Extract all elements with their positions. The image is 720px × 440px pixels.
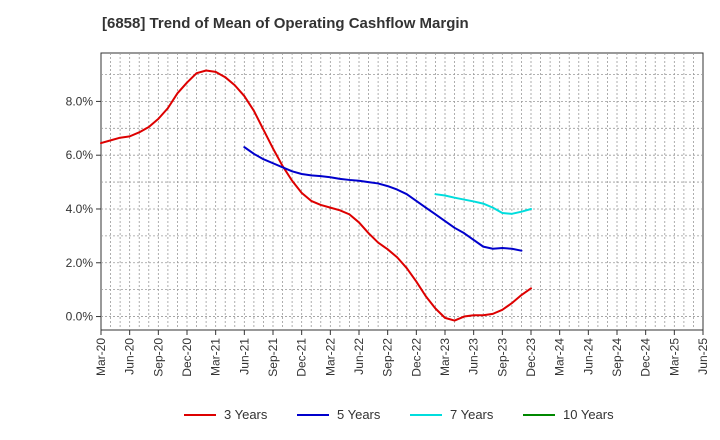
x-tick-label: Jun-23: [467, 338, 481, 375]
x-tick-label: Mar-25: [667, 338, 681, 376]
legend-layer: 3 Years 5 Years 7 Years 10 Years: [184, 407, 614, 422]
legend-label: 7 Years: [450, 407, 494, 422]
legend-label: 5 Years: [337, 407, 381, 422]
x-tick-label: Mar-20: [94, 338, 108, 376]
x-tick-label: Mar-23: [438, 338, 452, 376]
x-tick-label: Dec-24: [639, 338, 653, 377]
legend-label: 3 Years: [224, 407, 268, 422]
x-tick-label: Jun-21: [237, 338, 251, 375]
x-tick-label: Sep-21: [266, 338, 280, 377]
series-line-7-years: [434, 193, 532, 215]
x-tick-label: Dec-22: [409, 338, 423, 377]
axis-layer: 0.0% 2.0% 4.0% 6.0% 8.0% Mar-20 Jun-20 Sep-20 De…: [66, 94, 710, 376]
x-tick-label: Sep-20: [151, 338, 165, 377]
y-tick-label: 6.0%: [66, 148, 94, 162]
y-tick-label: 4.0%: [66, 202, 94, 216]
x-tick-label: Dec-21: [295, 338, 309, 377]
x-tick-label: Mar-22: [323, 338, 337, 376]
series-line-3-years: [100, 69, 532, 322]
x-tick-label: Mar-21: [209, 338, 223, 376]
x-tick-label: Mar-24: [553, 338, 567, 376]
x-tick-label: Dec-20: [180, 338, 194, 377]
series-layer: [100, 69, 532, 322]
x-tick-label: Jun-20: [123, 338, 137, 375]
series-line-5-years: [243, 146, 523, 252]
x-tick-label: Dec-23: [524, 338, 538, 377]
y-tick-label: 0.0%: [66, 310, 94, 324]
chart-title: [6858] Trend of Mean of Operating Cashfl…: [102, 15, 469, 32]
legend-label: 10 Years: [563, 407, 614, 422]
x-tick-label: Sep-23: [495, 338, 509, 377]
x-tick-label: Jun-22: [352, 338, 366, 375]
x-tick-label: Jun-25: [696, 338, 710, 375]
y-tick-label: 8.0%: [66, 94, 94, 108]
x-tick-label: Sep-24: [610, 338, 624, 377]
y-tick-label: 2.0%: [66, 256, 94, 270]
x-tick-label: Jun-24: [581, 338, 595, 375]
x-tick-label: Sep-22: [381, 338, 395, 377]
